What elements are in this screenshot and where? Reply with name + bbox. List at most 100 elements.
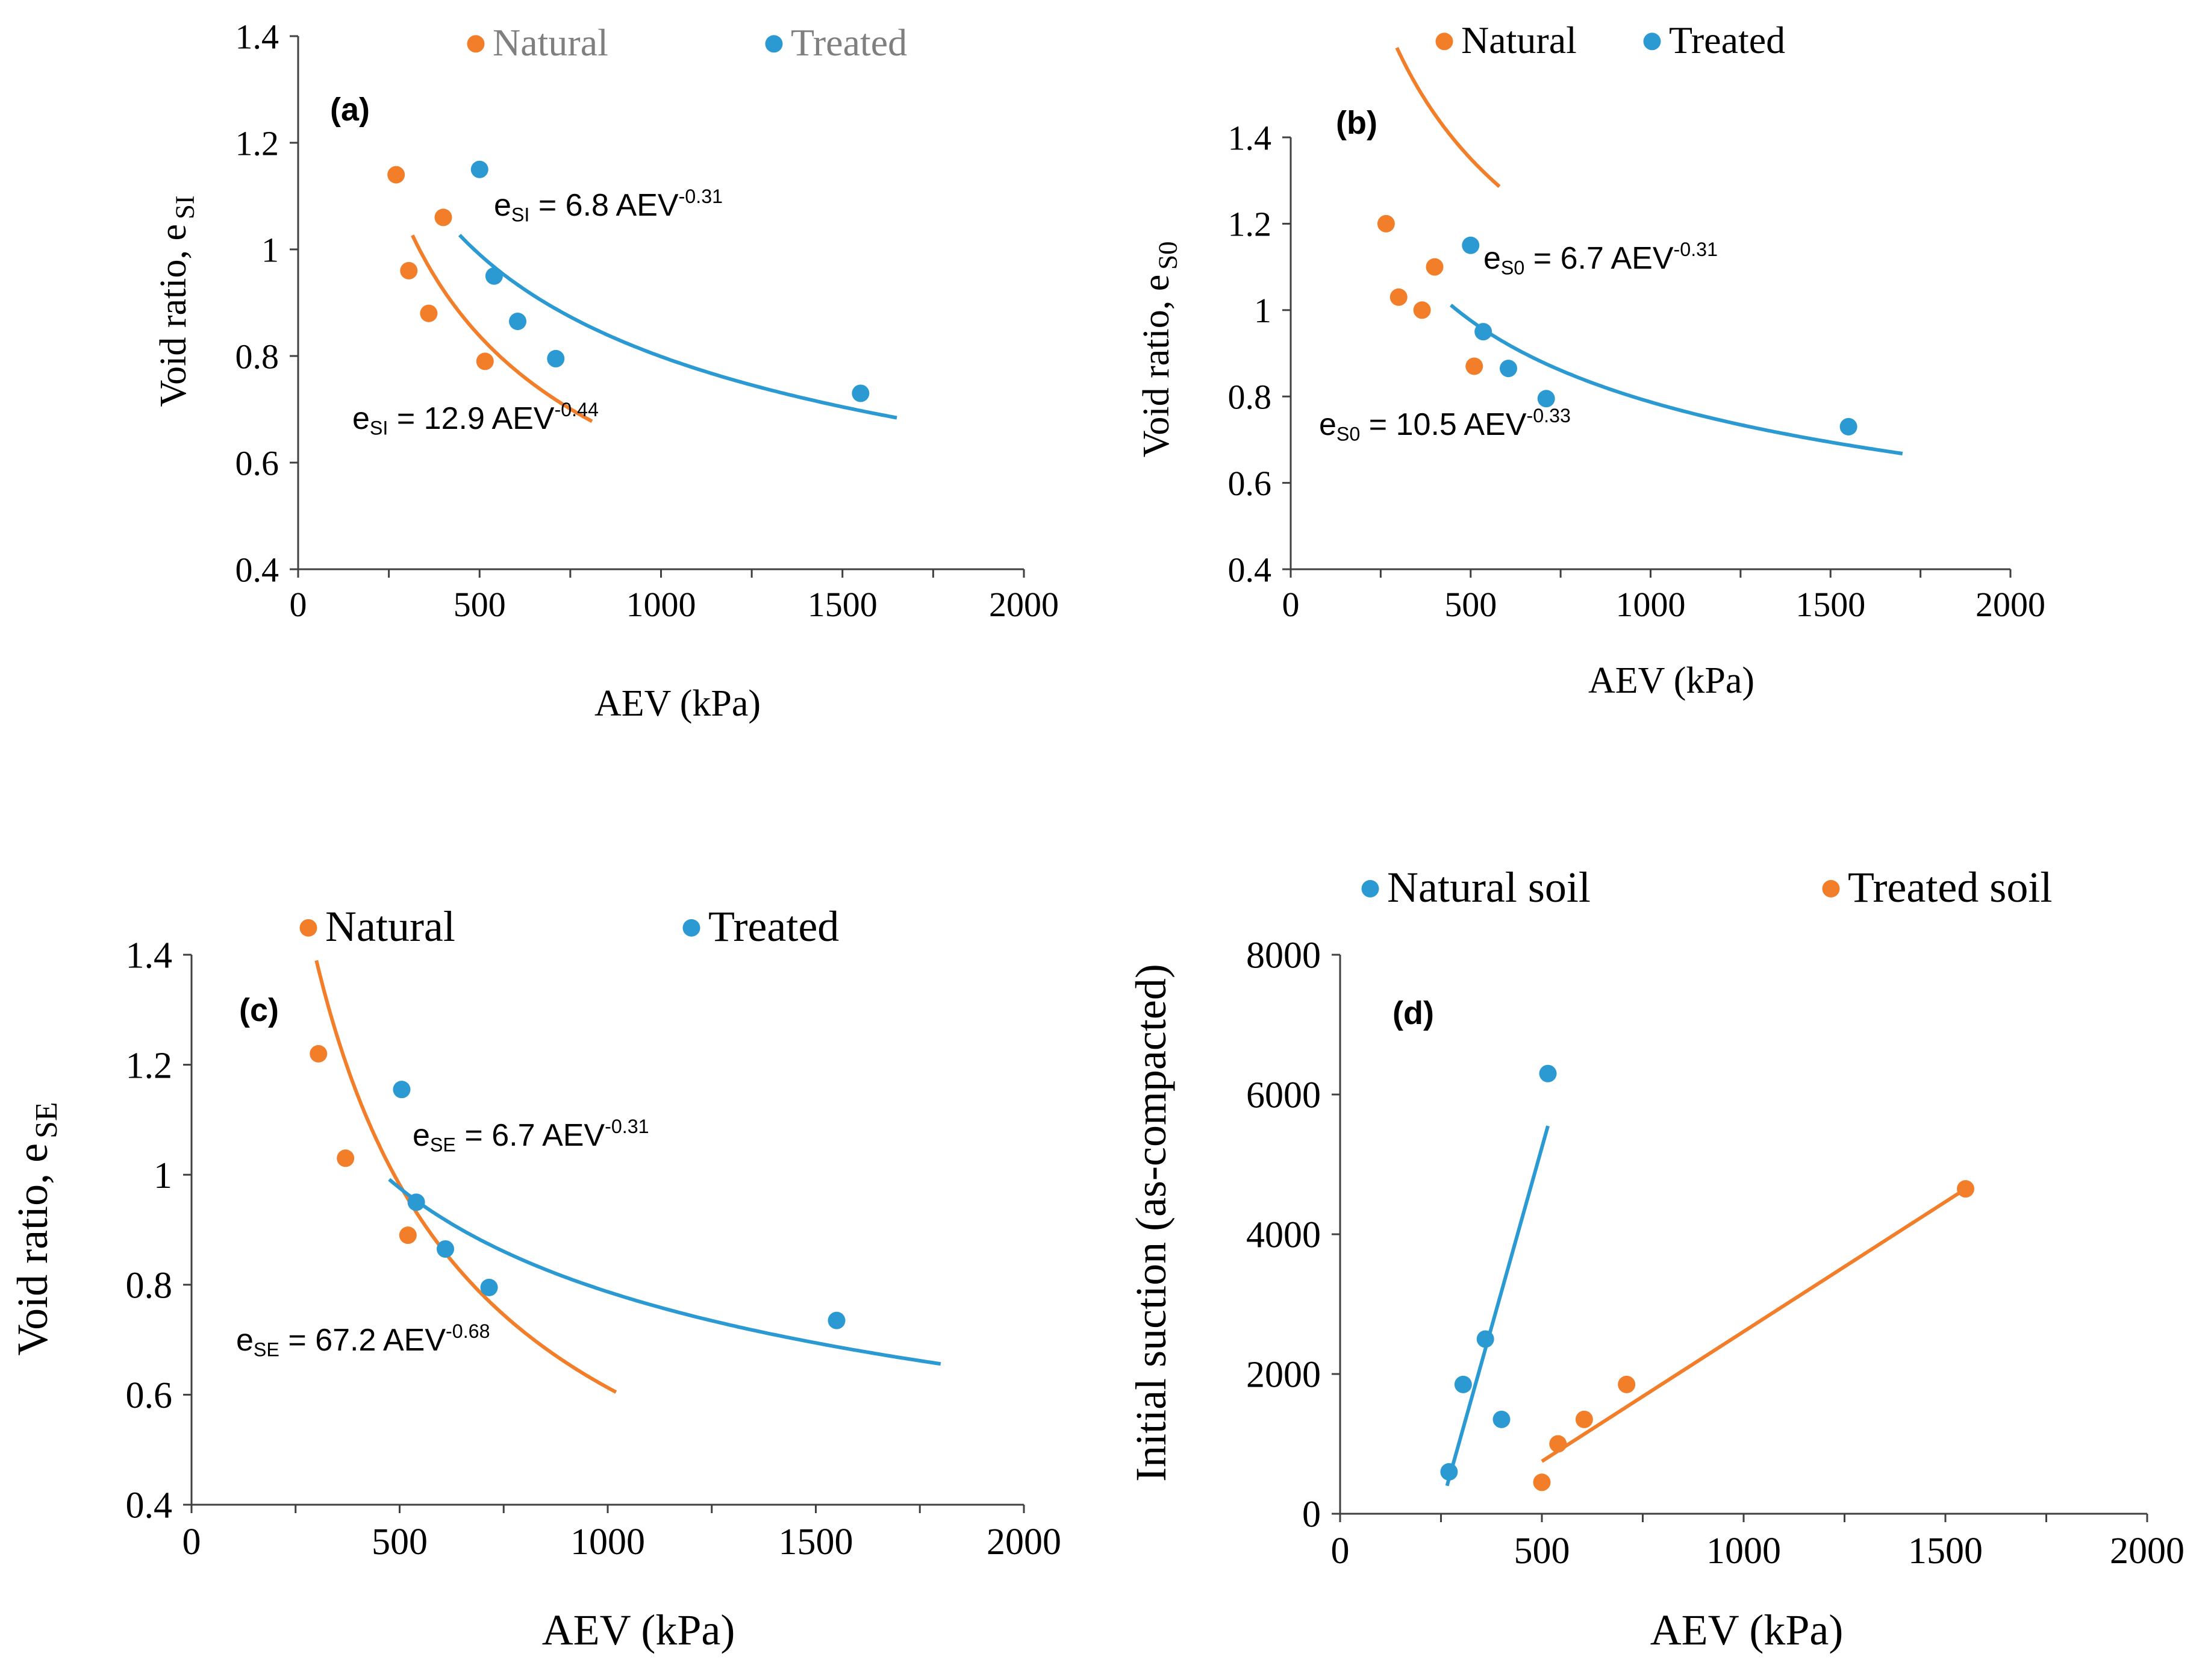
data-point (437, 1240, 455, 1258)
series-treated: Treated eSE = 6.7 AEV-0.31 (388, 902, 941, 1366)
y-tick-label: 0.4 (126, 1485, 173, 1526)
y-tick-label: 1 (154, 1155, 172, 1196)
fit-equation: eS0 = 6.7 AEV-0.31 (1483, 239, 1718, 278)
data-point (828, 1311, 846, 1329)
x-tick-label: 500 (1444, 585, 1497, 624)
data-point (1957, 1180, 1974, 1198)
x-tick-label: 1000 (1616, 585, 1686, 624)
x-tick-label: 500 (372, 1522, 428, 1563)
y-tick-label: 1.2 (1228, 205, 1272, 244)
panel-label: (d) (1392, 995, 1434, 1031)
y-tick-label: 8000 (1246, 935, 1321, 976)
data-point (1465, 357, 1483, 375)
data-point (1413, 301, 1431, 319)
legend-label: Treated (791, 21, 907, 64)
data-point (1618, 1375, 1636, 1393)
fit-equation: eSE = 6.7 AEV-0.31 (413, 1116, 649, 1155)
data-point (310, 1045, 328, 1063)
trend-line (1541, 1187, 1967, 1463)
x-axis-title: AEV (kPa) (542, 1606, 735, 1654)
y-tick-label: 0.6 (1228, 464, 1272, 503)
x-tick-label: 1500 (1908, 1531, 1983, 1572)
x-tick-label: 0 (1331, 1531, 1350, 1572)
x-tick-label: 1000 (1706, 1531, 1781, 1572)
data-point (470, 160, 488, 178)
trend-curve (411, 234, 593, 423)
legend-label: Treated (708, 902, 839, 951)
panel-label: (b) (1336, 105, 1377, 141)
legend-label: Natural (325, 902, 455, 951)
y-tick-label: 0.6 (235, 443, 279, 482)
trend-curve (388, 1178, 941, 1366)
y-tick-label: 4000 (1246, 1215, 1321, 1256)
x-tick-label: 500 (1514, 1531, 1570, 1572)
y-tick-label: 0.8 (126, 1266, 173, 1307)
legend-label: Treated soil (1848, 863, 2052, 911)
data-point (485, 267, 503, 285)
data-point (480, 1278, 498, 1296)
x-tick-label: 2000 (987, 1522, 1061, 1563)
series-treated-soil: Treated soil (1533, 863, 2052, 1491)
data-point (476, 352, 494, 370)
x-tick-label: 0 (290, 585, 307, 624)
x-tick-label: 1000 (570, 1522, 645, 1563)
x-tick-label: 1500 (779, 1522, 853, 1563)
y-tick-label: 0.4 (235, 550, 279, 589)
data-point (337, 1149, 355, 1167)
data-point (1537, 390, 1555, 408)
data-point (1389, 288, 1408, 306)
data-point (400, 261, 418, 279)
data-point (547, 349, 565, 367)
x-axis-title: AEV (kPa) (594, 683, 761, 724)
chart-panel-d: 0 2000 4000 6000 8000 0 500 1000 1500 2000 AEV (kP… (1127, 863, 2185, 1654)
x-tick-label: 2000 (989, 585, 1059, 624)
x-tick-label: 0 (182, 1522, 201, 1563)
data-point (407, 1193, 425, 1211)
fit-equation: eS0 = 10.5 AEV-0.33 (1319, 405, 1571, 445)
fit-equation: eSI = 6.8 AEV-0.31 (494, 186, 723, 225)
data-point (1377, 214, 1395, 233)
x-tick-label: 0 (1282, 585, 1300, 624)
data-point (1533, 1473, 1551, 1491)
x-tick-label: 2000 (1976, 585, 2045, 624)
y-tick-label: 1.4 (235, 17, 279, 56)
data-point (1492, 1410, 1511, 1428)
fit-equation: eSE = 67.2 AEV-0.68 (236, 1320, 490, 1360)
series-natural: Natural eSE = 67.2 AEV-0.68 (236, 902, 617, 1394)
panel-label: (c) (239, 992, 279, 1028)
y-tick-label: 1.2 (235, 123, 279, 163)
data-point (1426, 258, 1444, 276)
y-tick-label: 0.4 (1228, 550, 1272, 589)
data-point (1440, 1463, 1458, 1481)
y-tick-label: 1 (261, 230, 279, 269)
x-axis-title: AEV (kPa) (1588, 660, 1754, 701)
chart-panel-a: 0.4 0.6 0.8 1 1.2 1.4 0 500 1000 1500 2000 AEV (kPa… (153, 17, 1059, 724)
legend-label: Natural (493, 21, 608, 64)
data-point (434, 208, 452, 226)
y-axis-title: Void ratio, eSE (8, 1102, 64, 1355)
legend-marker (765, 35, 783, 53)
data-point (1474, 323, 1492, 341)
data-point (1454, 1375, 1472, 1393)
y-tick-label: 1.2 (126, 1045, 173, 1086)
legend-marker (1643, 33, 1661, 51)
legend-label: Treated (1669, 19, 1785, 61)
y-tick-label: 1.4 (126, 935, 173, 976)
x-tick-label: 2000 (2110, 1531, 2185, 1572)
y-tick-label: 6000 (1246, 1075, 1321, 1116)
data-point (1462, 236, 1480, 254)
x-tick-label: 1000 (626, 585, 696, 624)
legend-marker (1822, 879, 1840, 898)
data-point (399, 1226, 417, 1244)
y-axis-title: Initial suction (as-compacted) (1127, 964, 1175, 1482)
series-natural: Natural eS0 = 10.5 AEV-0.33 (1319, 19, 1577, 445)
y-tick-label: 0.8 (1228, 378, 1272, 417)
y-tick-label: 2000 (1246, 1355, 1321, 1396)
x-tick-label: 1500 (1795, 585, 1865, 624)
legend-marker (1435, 33, 1453, 51)
legend-label: Natural soil (1387, 863, 1591, 911)
x-axis-title: AEV (kPa) (1650, 1606, 1844, 1654)
data-point (393, 1081, 411, 1099)
data-point (1499, 360, 1517, 378)
